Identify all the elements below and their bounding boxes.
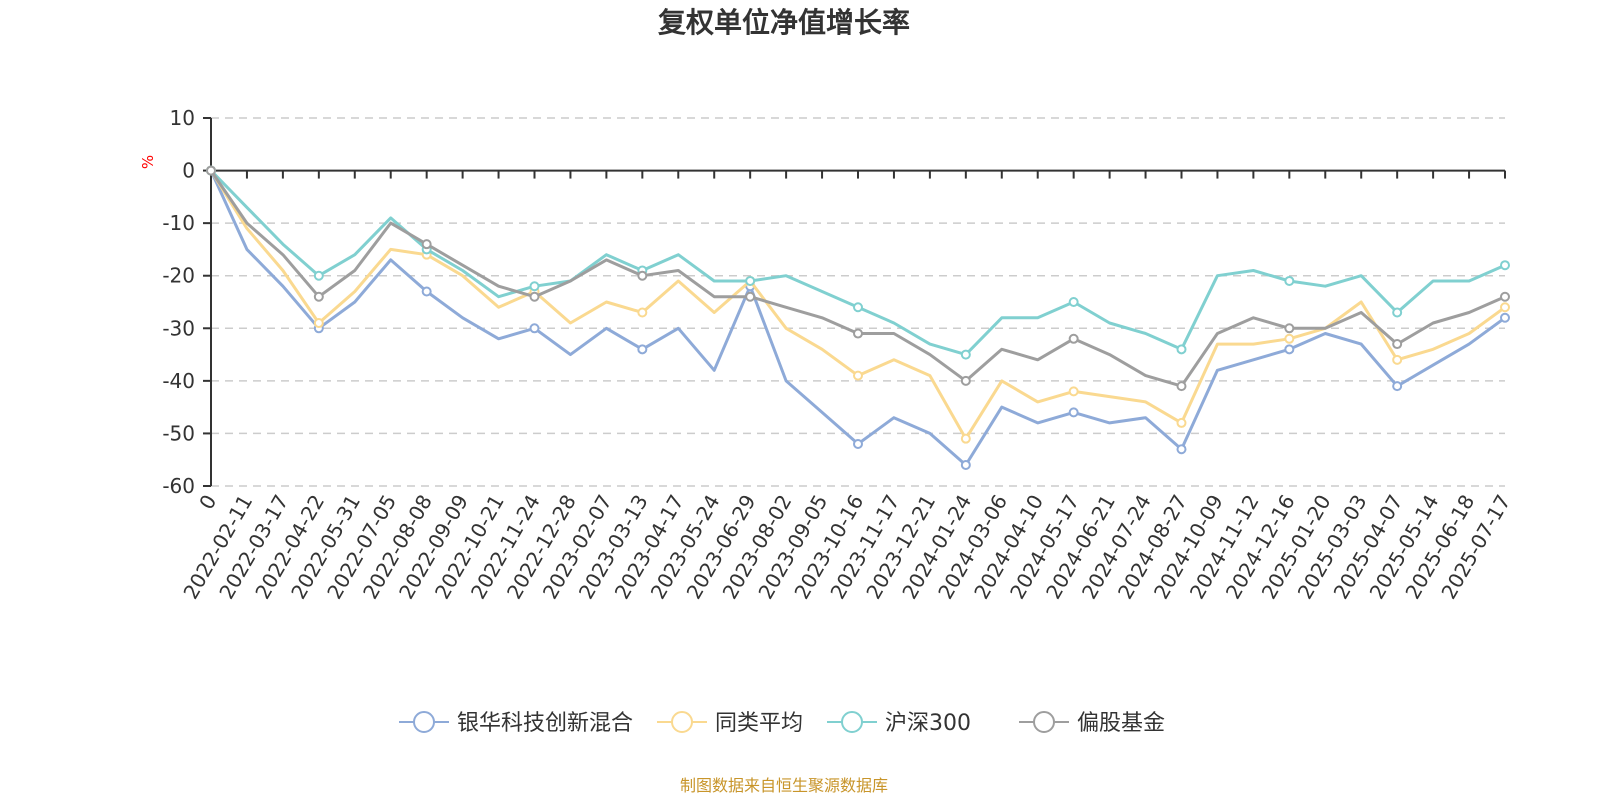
series-lines [206,165,1510,470]
data-point [1500,302,1510,313]
data-point [1284,323,1295,334]
y-tick-label: -30 [162,316,195,340]
series-3 [206,165,1510,392]
data-point [960,459,971,470]
series-line [209,169,1506,467]
data-point [1068,297,1079,307]
legend-marker-icon [1033,711,1055,733]
y-tick-label: -50 [162,421,195,445]
data-point [853,370,863,381]
data-point [1176,381,1187,392]
legend-item[interactable]: 银华科技创新混合 [399,711,633,736]
data-point [853,328,863,339]
data-point [1068,333,1079,344]
data-point [1284,344,1295,355]
data-point [1392,307,1403,318]
legend-label: 偏股基金 [1077,711,1165,736]
chart-title: 复权单位净值增长率 [658,6,910,39]
data-point [313,291,324,302]
data-point [1176,417,1187,428]
data-point [960,433,971,444]
data-point [960,375,971,386]
axes: 100-10-20-30-40-50-6002022-02-112022-03-… [162,106,1515,603]
data-point [960,349,971,360]
y-tick-label: 0 [182,159,195,183]
legend-label: 沪深300 [885,711,971,736]
legend-label: 银华科技创新混合 [457,711,633,736]
data-point [529,281,540,292]
legend-item[interactable]: 同类平均 [657,711,803,736]
data-point [745,291,756,302]
data-point [1392,354,1403,365]
data-point [1284,333,1295,344]
legend-item[interactable]: 偏股基金 [1019,711,1165,736]
data-point [1500,291,1510,302]
data-point [637,307,648,318]
legend-item[interactable]: 沪深300 [827,711,971,736]
data-point [1176,344,1187,355]
data-point [637,270,648,281]
data-point [1068,407,1079,418]
data-point [1392,381,1403,392]
y-tick-label: -40 [162,369,195,393]
data-point [1392,339,1403,350]
series-0 [206,165,1510,470]
legend[interactable]: 银华科技创新混合 同类平均 沪深300 偏股基金 [399,711,1165,736]
legend-marker-icon [671,711,693,733]
legend-marker-icon [413,711,435,733]
y-tick-label: 10 [170,106,195,130]
data-point [421,239,432,250]
data-point [1176,444,1187,455]
data-point [206,165,216,176]
x-tick-label: 0 [194,491,221,514]
y-tick-label: -10 [162,211,195,235]
data-point [1068,386,1079,397]
data-point [853,302,863,313]
y-tick-label: -20 [162,264,195,288]
data-point [313,318,324,329]
y-tick-label: -60 [162,474,195,498]
data-point [853,438,863,449]
data-point [1500,260,1510,271]
grid-lines [211,117,1505,487]
data-point [421,286,432,297]
data-point [313,270,324,281]
data-point [529,323,540,334]
y-axis-unit-label: % [139,155,157,169]
data-point [1500,312,1510,323]
data-point [745,275,756,286]
data-point [637,344,648,355]
data-point [529,291,540,302]
legend-marker-icon [841,711,863,733]
data-point [1284,275,1295,286]
data-source-note: 制图数据来自恒生聚源数据库 [680,776,888,795]
series-line [209,169,1506,388]
legend-label: 同类平均 [715,711,803,736]
